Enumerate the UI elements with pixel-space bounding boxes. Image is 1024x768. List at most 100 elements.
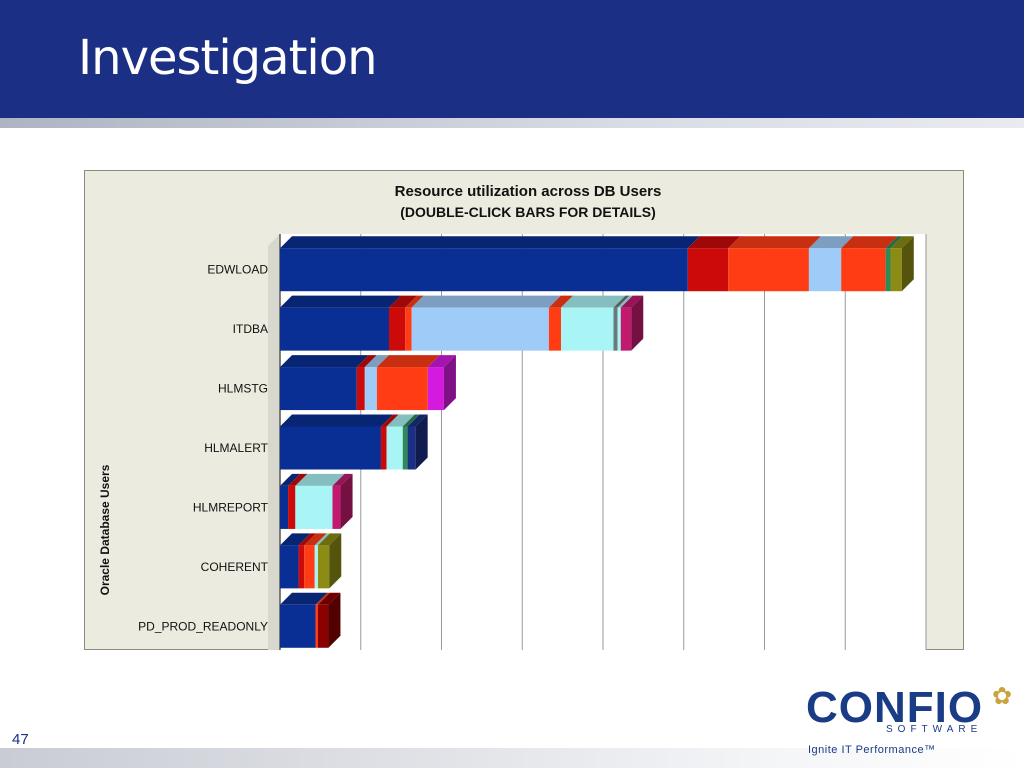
bar-segment-top[interactable] [280, 473, 301, 486]
bar-segment[interactable] [314, 545, 318, 589]
bar-segment[interactable] [687, 248, 729, 292]
bar-segment-top[interactable] [280, 355, 369, 368]
bar-segment-top[interactable] [841, 236, 898, 249]
bar-segment[interactable] [405, 307, 412, 351]
bar-segment-top[interactable] [411, 295, 561, 308]
bar-segment[interactable] [280, 248, 688, 292]
bar-segment[interactable] [613, 307, 618, 351]
bar-segment[interactable] [317, 545, 330, 589]
bar-segment[interactable] [841, 248, 886, 292]
slide-title: Investigation [78, 30, 378, 86]
bar-segment-end[interactable] [901, 236, 914, 292]
bar-segment-top[interactable] [315, 592, 330, 605]
bar-segment-top[interactable] [617, 295, 633, 308]
bar-segment[interactable] [885, 248, 891, 292]
bar-segment[interactable] [386, 426, 403, 470]
bar-segment-top[interactable] [808, 236, 854, 249]
bar-segment-top[interactable] [885, 236, 903, 249]
bar-segment-top[interactable] [890, 236, 914, 249]
bar-segment-top[interactable] [288, 473, 308, 486]
bar-segment-top[interactable] [332, 473, 353, 486]
bar-segment-top[interactable] [376, 355, 440, 368]
bar-segment-top[interactable] [728, 236, 821, 249]
bar-segment-top[interactable] [304, 533, 327, 546]
bar-segment[interactable] [620, 307, 632, 351]
bar-segment[interactable] [280, 604, 316, 648]
bar-segment-top[interactable] [427, 355, 456, 368]
bar-segment-top[interactable] [298, 533, 317, 546]
category-label: HLMALERT [204, 441, 268, 455]
bar-segment-top[interactable] [687, 236, 741, 249]
bar-group[interactable] [280, 592, 341, 648]
bar-segment[interactable] [280, 367, 357, 411]
bar-segment-top[interactable] [380, 414, 399, 427]
bar-segment[interactable] [295, 485, 333, 529]
bar-segment-top[interactable] [280, 295, 402, 308]
bar-segment[interactable] [380, 426, 387, 470]
bar-segment-top[interactable] [356, 355, 377, 368]
bar-segment[interactable] [376, 367, 428, 411]
bar-segment-top[interactable] [280, 236, 700, 249]
chart-subtitle: (DOUBLE-CLICK BARS FOR DETAILS) [400, 204, 656, 220]
bar-segment[interactable] [728, 248, 809, 292]
bar-segment-top[interactable] [280, 592, 328, 605]
bar-segment-end[interactable] [415, 414, 428, 470]
bar-group[interactable] [280, 236, 914, 292]
bar-segment[interactable] [280, 485, 289, 529]
bar-segment-end[interactable] [328, 592, 341, 648]
bar-segment[interactable] [427, 367, 444, 411]
bar-segment-top[interactable] [280, 414, 393, 427]
bar-segment-top[interactable] [620, 295, 644, 308]
category-labels: EDWLOAD ITDBA HLMSTG HLMALERT HLMREPORT COHER… [138, 263, 268, 634]
category-label: HLMREPORT [193, 500, 269, 514]
bars [280, 236, 914, 648]
bar-segment-top[interactable] [317, 533, 342, 546]
y-axis-label: Oracle Database Users [98, 464, 112, 595]
category-label: COHERENT [201, 560, 269, 574]
bar-segment-top[interactable] [386, 414, 415, 427]
bar-segment-top[interactable] [389, 295, 418, 308]
bar-segment[interactable] [356, 367, 365, 411]
bar-segment-top[interactable] [317, 592, 341, 605]
bar-segment[interactable] [548, 307, 562, 351]
bar-segment[interactable] [317, 604, 329, 648]
bar-group[interactable] [280, 473, 353, 529]
bar-segment[interactable] [407, 426, 416, 470]
bar-segment-top[interactable] [405, 295, 424, 308]
confio-logo: CONFIO ✿ SOFTWARE Ignite IT Performance™ [806, 683, 1016, 762]
bar-segment-top[interactable] [407, 414, 428, 427]
chart: EDWLOAD ITDBA HLMSTG HLMALERT HLMREPORT COHER… [98, 183, 927, 650]
bar-segment-top[interactable] [280, 533, 311, 546]
bar-segment-end[interactable] [631, 295, 644, 351]
bar-segment[interactable] [288, 485, 296, 529]
bar-segment[interactable] [280, 307, 390, 351]
bar-segment-end[interactable] [340, 473, 353, 529]
bar-segment[interactable] [280, 545, 299, 589]
bar-segment[interactable] [890, 248, 902, 292]
bar-segment[interactable] [808, 248, 842, 292]
bar-segment[interactable] [617, 307, 621, 351]
bar-segment[interactable] [561, 307, 614, 351]
bar-group[interactable] [280, 533, 342, 589]
bar-group[interactable] [280, 355, 456, 411]
bar-segment[interactable] [402, 426, 408, 470]
bar-segment-top[interactable] [548, 295, 574, 308]
bar-segment-end[interactable] [443, 355, 456, 411]
bar-segment-top[interactable] [402, 414, 420, 427]
bar-segment[interactable] [315, 604, 318, 648]
bar-group[interactable] [280, 295, 644, 351]
bar-segment[interactable] [298, 545, 305, 589]
bar-segment[interactable] [332, 485, 341, 529]
bar-segment[interactable] [411, 307, 549, 351]
bar-segment-top[interactable] [364, 355, 389, 368]
bar-segment-top[interactable] [295, 473, 345, 486]
bar-group[interactable] [280, 414, 428, 470]
bar-segment-end[interactable] [329, 533, 342, 589]
bar-segment-top[interactable] [561, 295, 626, 308]
bar-segment[interactable] [280, 426, 381, 470]
bar-segment-top[interactable] [314, 533, 330, 546]
bar-segment-top[interactable] [613, 295, 630, 308]
bar-segment[interactable] [364, 367, 377, 411]
bar-segment[interactable] [389, 307, 406, 351]
bar-segment[interactable] [304, 545, 315, 589]
